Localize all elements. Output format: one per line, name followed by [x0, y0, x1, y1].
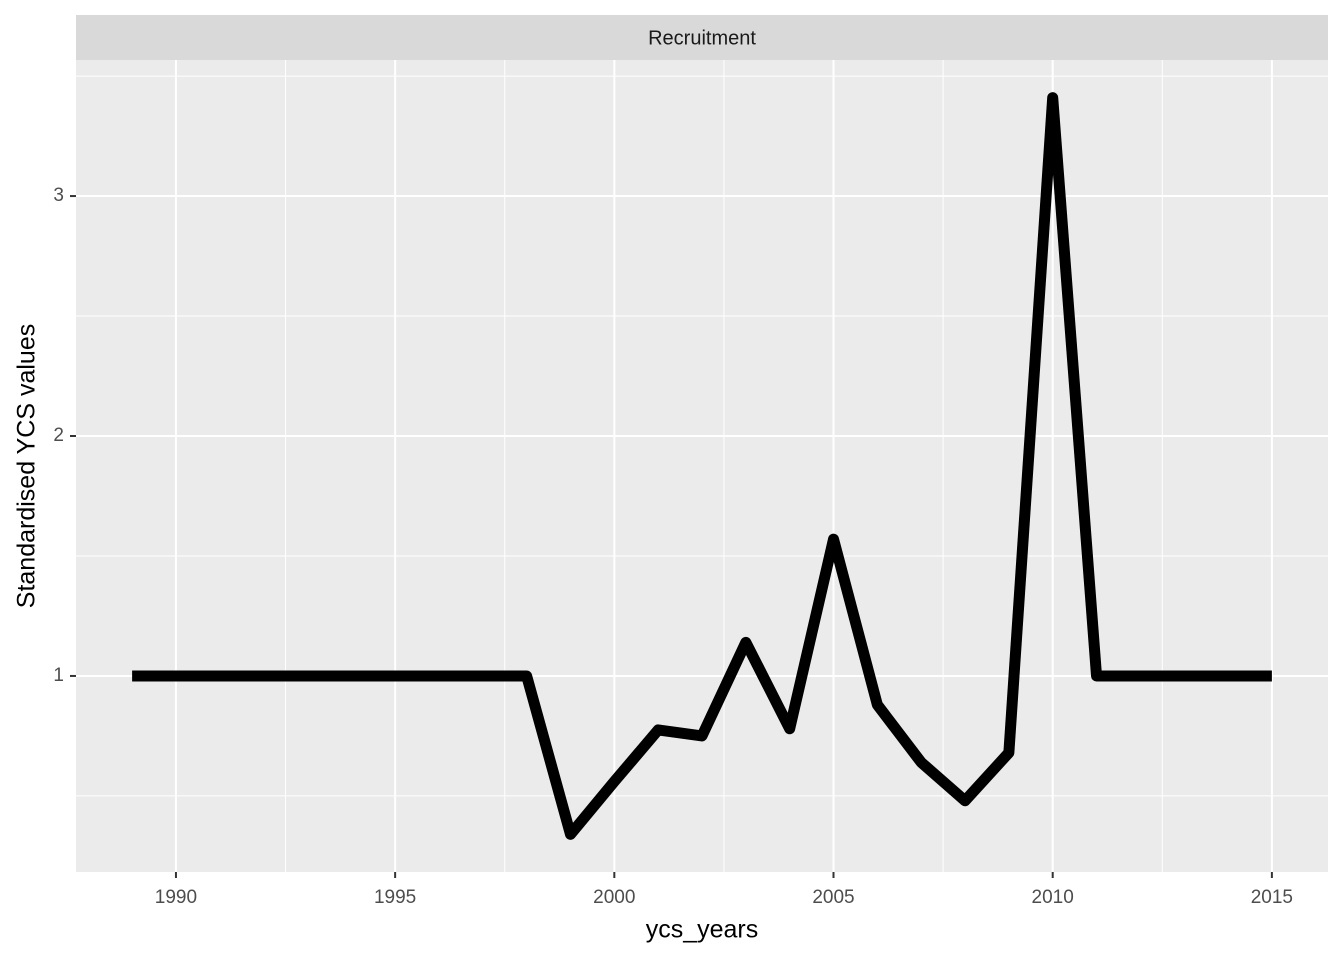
facet-strip: [76, 15, 1328, 60]
strip-title: Recruitment: [648, 27, 756, 49]
y-tick-label: 2: [53, 425, 64, 446]
y-tick-label: 1: [53, 665, 64, 686]
x-tick-label: 2005: [812, 887, 854, 908]
data-line: [132, 92, 1272, 840]
x-tick-label: 1990: [155, 887, 197, 908]
x-tick-label: 2000: [593, 887, 635, 908]
x-tick-label: 2010: [1032, 887, 1074, 908]
x-tick-label: 1995: [374, 887, 416, 908]
panel: [76, 60, 1328, 872]
y-axis-title: Standardised YCS values: [13, 324, 41, 608]
x-axis-title: ycs_years: [646, 916, 759, 944]
x-tick-label: 2015: [1251, 887, 1293, 908]
y-tick-label: 3: [53, 185, 64, 206]
